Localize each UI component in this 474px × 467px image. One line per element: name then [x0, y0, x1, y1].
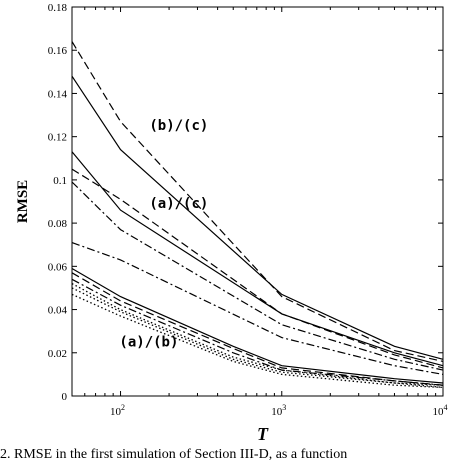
series-line-8	[71, 272, 444, 386]
curve-group-label: (b)/(c)	[149, 118, 208, 134]
series-line-2	[71, 41, 444, 362]
x-tick-label: 103	[271, 403, 286, 418]
plot-frame	[71, 6, 444, 397]
y-tick-label: 0.1	[53, 175, 67, 187]
series-line-10	[71, 283, 444, 386]
series-line-12	[71, 293, 444, 389]
curve-group-label: (a)/(c)	[149, 196, 208, 212]
x-axis-label: T	[257, 424, 269, 444]
rmse-line-chart: 0 0.02 0.04 0.06 0.08 0.1 0.12 0.14 0.16 0.18 102 1…	[15, 2, 448, 444]
y-tick-label: 0.08	[48, 218, 68, 230]
axis-layer: 0 0.02 0.04 0.06 0.08 0.1 0.12 0.14 0.16 0.18 102 1…	[48, 2, 448, 418]
series-line-9	[71, 278, 444, 386]
series-line-6	[71, 242, 444, 375]
y-tick-label: 0	[62, 391, 68, 403]
y-axis-label: RMSE	[15, 180, 31, 223]
curve-group-label: (a)/(b)	[119, 334, 178, 350]
series-line-5	[71, 181, 444, 371]
series-line-4	[71, 168, 444, 369]
annotation-layer: (b)/(c) (a)/(c) (a)/(b)	[119, 118, 208, 350]
series-line-7	[71, 267, 444, 384]
figure-caption: 2. RMSE in the first simulation of Secti…	[0, 447, 348, 462]
series-line-11	[71, 287, 444, 389]
y-tick-label: 0.14	[48, 88, 68, 100]
y-tick-label: 0.04	[48, 305, 68, 317]
y-tick-label: 0.02	[48, 348, 67, 360]
y-tick-label: 0.16	[48, 45, 68, 57]
x-tick-label: 102	[110, 403, 125, 418]
y-tick-label: 0.06	[48, 261, 68, 273]
series-layer	[71, 41, 444, 389]
x-tick-label: 104	[433, 403, 448, 418]
series-line-1	[71, 75, 444, 360]
y-tick-label: 0.12	[48, 132, 67, 144]
y-tick-label: 0.18	[48, 2, 68, 14]
